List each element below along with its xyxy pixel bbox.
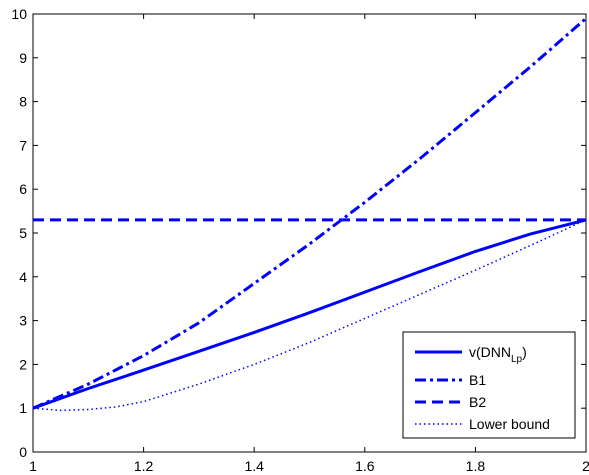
y-tick-label: 3 — [19, 313, 27, 329]
legend-label-b1: B1 — [469, 372, 486, 388]
y-tick-label: 6 — [19, 181, 27, 197]
y-tick-label: 2 — [19, 356, 27, 372]
series-line-lower-bound — [32, 219, 587, 412]
y-tick-label: 9 — [19, 50, 27, 66]
y-tick-label: 0 — [19, 444, 27, 460]
series-line-v-dnn — [32, 218, 587, 410]
x-tick-label: 1.4 — [244, 458, 264, 474]
x-tick-label: 1 — [29, 458, 37, 474]
y-tick-label: 5 — [19, 225, 27, 241]
x-tick-label: 1.2 — [134, 458, 154, 474]
y-tick-label: 7 — [19, 137, 27, 153]
x-tick-label: 1.6 — [355, 458, 375, 474]
legend: v(DNNLp) B1 B2 Lower bound — [402, 331, 576, 439]
legend-label-b2: B2 — [469, 394, 486, 410]
y-tick-label: 8 — [19, 94, 27, 110]
x-axis: 1 1.2 1.4 1.6 1.8 2 — [29, 14, 589, 474]
legend-box — [402, 331, 576, 439]
y-tick-label: 4 — [19, 269, 27, 285]
series-line-b1 — [32, 17, 587, 410]
series-layer — [32, 17, 587, 412]
y-tick-label: 1 — [19, 400, 27, 416]
x-tick-label: 2 — [582, 458, 589, 474]
y-axis: 0 1 2 3 4 5 6 7 8 9 10 — [11, 6, 586, 460]
y-tick-label: 10 — [11, 6, 27, 22]
x-tick-label: 1.8 — [466, 458, 486, 474]
legend-label-v-dnn: v(DNNLp) — [469, 344, 527, 365]
legend-label-lower-bound: Lower bound — [469, 416, 550, 432]
